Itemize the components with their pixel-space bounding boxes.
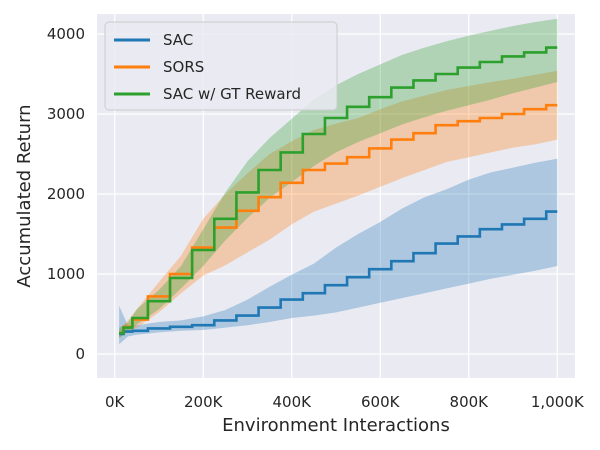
series-lines [119,46,558,336]
band-sac [119,158,558,345]
x-tick-label: 800K [450,393,490,411]
band-sac-gt-reward [119,18,558,339]
legend-label-sac: SAC [163,31,193,49]
line-sac [119,210,558,336]
confidence-bands [119,18,558,345]
legend-box [104,21,338,111]
x-axis-label: Environment Interactions [222,415,450,436]
x-tick-label: 400K [273,393,313,411]
y-tick-label: 4000 [47,25,85,43]
y-tick-labels: 0 1000 2000 3000 4000 [47,25,85,363]
x-tick-labels: 0K 200K 400K 600K 800K 1,000K [105,393,585,411]
y-axis-label: Accumulated Return [14,104,35,287]
x-tick-label: 600K [361,393,401,411]
legend-label-sac-gt-reward: SAC w/ GT Reward [163,85,301,103]
x-tick-label: 200K [184,393,224,411]
y-tick-label: 3000 [47,105,85,123]
legend-label-sors: SORS [163,58,204,76]
legend: SAC SORS SAC w/ GT Reward [104,21,338,111]
band-sors [119,70,558,339]
x-tick-label: 0K [105,393,126,411]
y-tick-label: 0 [75,345,85,363]
y-tick-label: 1000 [47,265,85,283]
y-tick-label: 2000 [47,185,85,203]
x-tick-label: 1,000K [531,393,585,411]
line-sac-gt-reward [119,46,558,335]
